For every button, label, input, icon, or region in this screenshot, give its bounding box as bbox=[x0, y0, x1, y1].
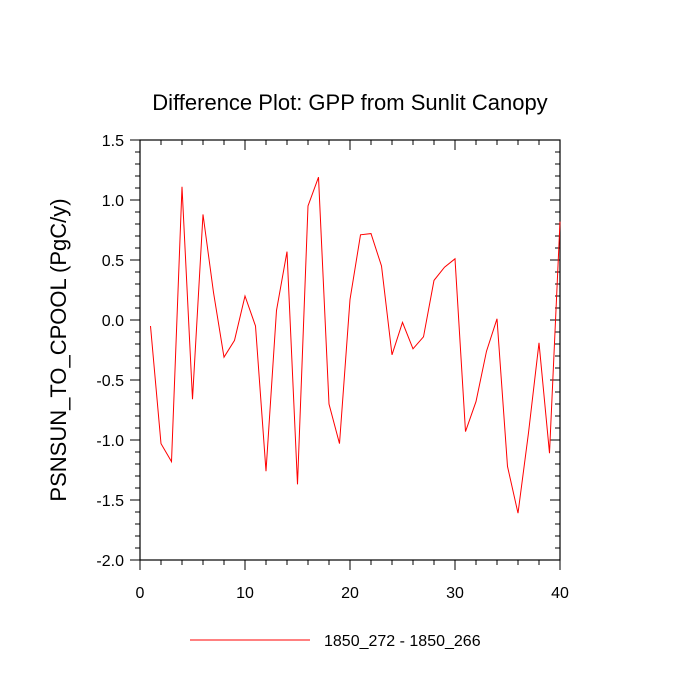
x-tick-label: 40 bbox=[551, 585, 569, 602]
chart-title: Difference Plot: GPP from Sunlit Canopy bbox=[152, 90, 547, 115]
y-tick-label: 0.5 bbox=[102, 253, 124, 270]
y-tick-label: -1.0 bbox=[96, 433, 124, 450]
legend: 1850_272 - 1850_266 bbox=[190, 633, 481, 650]
y-tick-label: -2.0 bbox=[96, 553, 124, 570]
y-tick-label: 1.0 bbox=[102, 193, 124, 210]
x-tick-label: 0 bbox=[136, 585, 145, 602]
legend-label: 1850_272 - 1850_266 bbox=[324, 633, 481, 650]
y-tick-label: -0.5 bbox=[96, 373, 124, 390]
minor-ticks bbox=[135, 140, 560, 565]
series-line-0 bbox=[150, 177, 561, 514]
x-tick-label: 30 bbox=[446, 585, 464, 602]
plot-frame bbox=[139, 139, 561, 561]
x-tick-label: 20 bbox=[341, 585, 359, 602]
y-tick-label: -1.5 bbox=[96, 493, 124, 510]
x-tick-label: 10 bbox=[236, 585, 254, 602]
y-tick-label: 1.5 bbox=[102, 133, 124, 150]
y-axis-label: PSNSUN_TO_CPOOL (PgC/y) bbox=[46, 198, 71, 501]
major-ticks bbox=[130, 139, 561, 570]
y-tick-label: 0.0 bbox=[102, 313, 124, 330]
x-tick-labels: 0 10 20 30 40 bbox=[136, 585, 569, 602]
y-tick-labels: -2.0 -1.5 -1.0 -0.5 0.0 0.5 1.0 1.5 bbox=[96, 133, 124, 570]
series-group bbox=[150, 177, 561, 514]
